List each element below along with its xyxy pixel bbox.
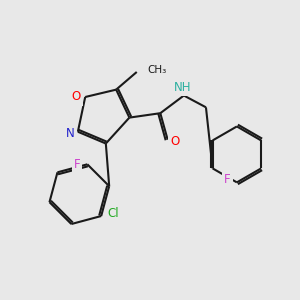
Text: NH: NH: [174, 81, 191, 94]
Text: F: F: [74, 158, 80, 171]
Text: Cl: Cl: [108, 207, 119, 220]
Text: O: O: [170, 135, 180, 148]
Text: N: N: [66, 127, 75, 140]
Text: O: O: [72, 91, 81, 103]
Text: CH₃: CH₃: [147, 65, 166, 76]
Text: F: F: [224, 173, 231, 186]
